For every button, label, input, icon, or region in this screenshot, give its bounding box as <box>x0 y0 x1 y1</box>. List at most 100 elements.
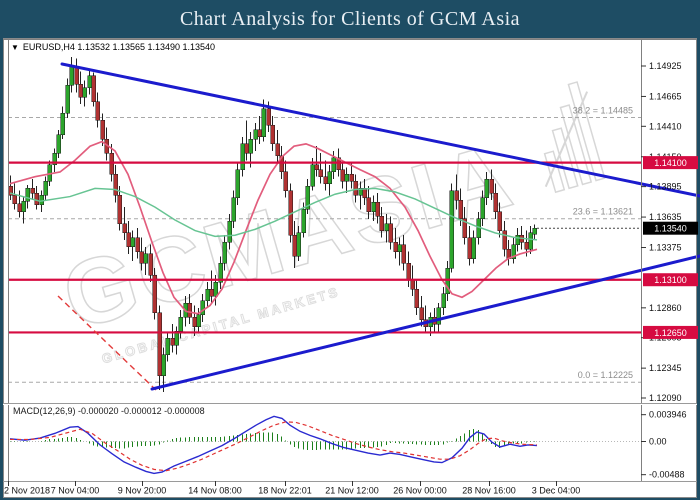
price-badge: 1.14100 <box>643 156 698 170</box>
time-axis-label: 28 Nov 16:00 <box>462 486 516 496</box>
candle <box>314 164 319 170</box>
candle <box>130 237 135 248</box>
candle <box>170 338 175 346</box>
candle <box>240 143 245 170</box>
candle <box>480 197 485 220</box>
price-axis-tick-label: 1.14410 <box>649 121 682 131</box>
macd-indicator-label: MACD(12,26,9) -0.000020 -0.000012 -0.000… <box>13 406 205 416</box>
macd-signal-line <box>10 421 538 472</box>
price-badge: 1.13540 <box>643 221 698 235</box>
candle <box>213 281 218 297</box>
candle <box>152 274 157 313</box>
candle <box>323 176 328 184</box>
macd-axis-tick-label: 0.00 <box>649 437 667 447</box>
price-axis-tick-label: 1.13895 <box>649 182 682 192</box>
candle <box>148 253 153 276</box>
candle <box>497 211 502 231</box>
candle <box>65 85 70 114</box>
candle <box>340 169 345 182</box>
svg-text:1.14100: 1.14100 <box>654 158 687 168</box>
macd-axis-tick-label: 0.003946 <box>649 410 687 420</box>
fib-label: 0.0 = 1.12225 <box>578 370 633 380</box>
candle <box>100 120 105 140</box>
candle <box>401 244 406 264</box>
title-bar: Chart Analysis for Clients of GCM Asia <box>0 0 700 37</box>
macd-main-line <box>9 415 538 475</box>
candle <box>143 253 148 264</box>
candle <box>524 242 529 250</box>
candle <box>454 190 459 201</box>
time-axis-label: 2 Nov 2018 <box>4 486 50 496</box>
price-axis-tick-label: 1.14665 <box>649 91 682 101</box>
candle <box>489 178 494 194</box>
candle <box>515 234 520 245</box>
svg-text:1.13540: 1.13540 <box>654 224 687 234</box>
candle <box>279 155 284 173</box>
candle <box>244 143 249 154</box>
candle <box>275 143 280 156</box>
candle <box>157 312 162 377</box>
candle <box>139 251 144 264</box>
candle <box>441 293 446 309</box>
candle <box>60 113 65 135</box>
candle <box>95 101 100 121</box>
candle <box>310 164 315 187</box>
candle <box>78 83 83 98</box>
ma-fast-line[interactable] <box>9 140 538 315</box>
candle <box>410 279 415 290</box>
candle <box>205 288 210 302</box>
candle <box>113 174 118 196</box>
candle <box>87 75 92 88</box>
trendline-ascending-support[interactable] <box>150 254 700 391</box>
dashed-trend-segment[interactable] <box>57 295 157 391</box>
candle <box>414 288 419 309</box>
candle <box>532 227 537 235</box>
candle <box>231 197 236 222</box>
candle <box>109 152 114 175</box>
time-axis-label: 9 Nov 20:00 <box>118 486 167 496</box>
candle <box>301 209 306 234</box>
candle <box>344 174 349 182</box>
candle <box>91 75 96 102</box>
candle <box>17 203 22 213</box>
trendline-descending-resistance[interactable] <box>60 62 700 198</box>
candle <box>406 263 411 280</box>
candle <box>502 230 507 250</box>
time-axis-label: 3 Dec 04:00 <box>532 486 581 496</box>
candle <box>200 300 205 316</box>
candle <box>178 316 183 332</box>
candle <box>305 185 310 210</box>
symbol-collapse-icon[interactable]: ▼ <box>11 43 19 52</box>
candle <box>174 331 179 346</box>
price-axis-tick-label: 1.13635 <box>649 212 682 222</box>
symbol-ohlc-text: EURUSD,H4 1.13532 1.13565 1.13490 1.1354… <box>22 42 216 52</box>
candle <box>331 157 336 173</box>
time-axis-label: 14 Nov 08:00 <box>188 486 242 496</box>
svg-text:1.12650: 1.12650 <box>654 328 687 338</box>
candle <box>484 178 489 198</box>
ma-slow-line[interactable] <box>9 187 538 241</box>
candle <box>353 181 358 196</box>
candle <box>257 129 262 138</box>
candle <box>467 237 472 259</box>
candle <box>126 232 131 248</box>
candle <box>248 138 253 154</box>
candle <box>462 218 467 238</box>
candle <box>192 316 197 327</box>
time-axis-label: 26 Nov 00:00 <box>393 486 447 496</box>
price-axis-tick-label: 1.12345 <box>649 363 682 373</box>
candle <box>292 234 297 257</box>
candle <box>493 192 498 213</box>
candle <box>261 108 266 138</box>
fib-label: 23.6 = 1.13621 <box>573 207 633 217</box>
watermark: GCMASIA GLOBAL CAPITAL MARKETS <box>52 81 606 367</box>
candle <box>449 190 454 269</box>
candle <box>393 242 398 252</box>
candle <box>375 202 380 217</box>
candle <box>397 244 402 252</box>
candle <box>371 202 376 213</box>
candle <box>419 307 424 320</box>
svg-text:1.13100: 1.13100 <box>654 275 687 285</box>
candle <box>458 199 463 220</box>
